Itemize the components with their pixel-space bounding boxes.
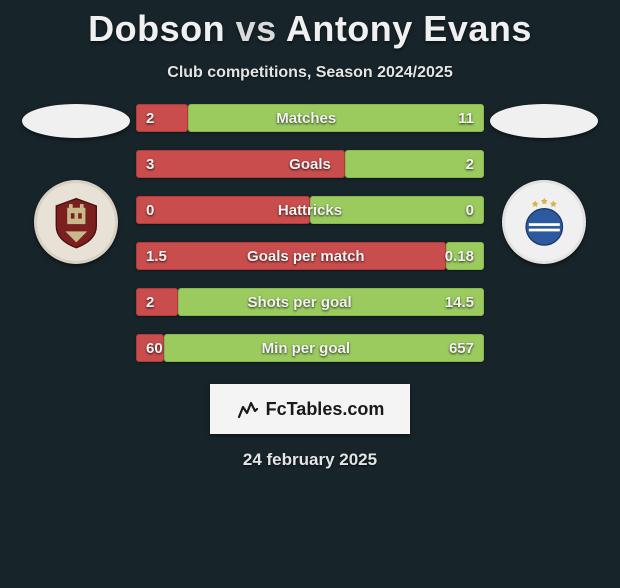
player2-name: Antony Evans [286,8,532,49]
right-flag-icon [490,104,598,138]
brand-box: FcTables.com [210,384,410,434]
stats-bars: 2Matches113Goals20Hattricks01.5Goals per… [136,104,484,362]
stat-value-left: 1.5 [146,248,167,265]
vs-text: vs [236,8,277,49]
stat-value-left: 60 [146,340,163,357]
brand-text: FcTables.com [266,399,385,420]
stat-bar: 2Shots per goal14.5 [136,288,484,316]
stat-label: Shots per goal [154,294,444,311]
subtitle: Club competitions, Season 2024/2025 [0,64,620,82]
stat-value-right: 657 [449,340,474,357]
left-side [16,104,136,264]
stat-label: Goals per match [167,248,445,265]
stat-bar: 3Goals2 [136,150,484,178]
stat-value-left: 2 [146,294,154,311]
stat-value-left: 2 [146,110,154,127]
stat-label: Hattricks [154,202,465,219]
comparison-title: Dobson vs Antony Evans [0,8,620,50]
content-row: 2Matches113Goals20Hattricks01.5Goals per… [0,104,620,362]
left-flag-icon [22,104,130,138]
stat-value-right: 11 [458,110,474,127]
stat-value-right: 0.18 [445,248,474,265]
stat-bar: 0Hattricks0 [136,196,484,224]
stat-value-right: 14.5 [445,294,474,311]
stat-bar: 2Matches11 [136,104,484,132]
stat-value-right: 2 [466,156,474,173]
stat-value-left: 3 [146,156,154,173]
stat-bar: 60Min per goal657 [136,334,484,362]
stat-label: Min per goal [163,340,449,357]
stat-label: Matches [154,110,458,127]
stat-value-left: 0 [146,202,154,219]
date-text: 24 february 2025 [0,450,620,470]
right-club-crest-icon [502,180,586,264]
left-club-crest-icon [34,180,118,264]
stat-label: Goals [154,156,465,173]
player1-name: Dobson [88,8,225,49]
stat-value-right: 0 [466,202,474,219]
stat-bar: 1.5Goals per match0.18 [136,242,484,270]
right-side [484,104,604,264]
brand-logo-icon [236,397,260,421]
